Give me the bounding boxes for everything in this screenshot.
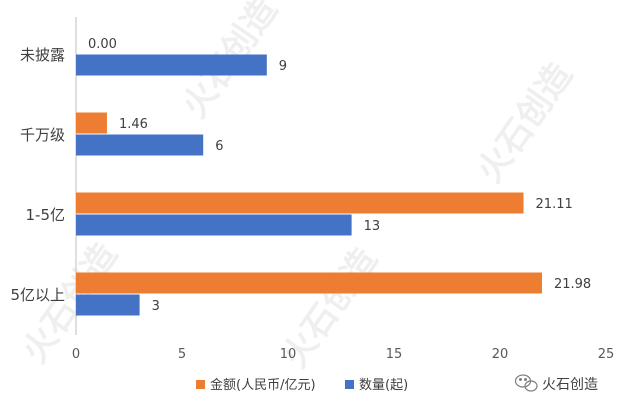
- data-label-1-3: 3: [152, 299, 160, 314]
- legend: 金额(人民币/亿元) 数量(起): [196, 377, 408, 393]
- x-tick-label-3: 15: [386, 347, 403, 362]
- data-label-0-0: 0.00: [88, 37, 117, 52]
- category-label-0: 未披露: [20, 46, 65, 64]
- data-label-1-0: 9: [279, 59, 287, 74]
- brand-name: 火石创造: [542, 377, 598, 393]
- bar-1-3: [76, 294, 140, 316]
- bar-0-2: [76, 192, 524, 214]
- x-tick-labels-layer: 0 5 10 15 20 25: [72, 347, 614, 362]
- data-label-0-1: 1.46: [119, 117, 148, 132]
- category-label-1: 千万级: [20, 126, 65, 144]
- bar-1-1: [76, 134, 204, 156]
- x-tick-label-5: 25: [598, 347, 615, 362]
- x-tick-label-4: 20: [492, 347, 509, 362]
- category-label-2: 1-5亿: [26, 206, 66, 224]
- legend-swatch-0: [196, 380, 205, 389]
- bars-layer: [76, 54, 542, 316]
- data-label-0-2: 21.11: [536, 197, 573, 212]
- bar-0-3: [76, 272, 542, 294]
- data-labels-layer: 0.00 9 1.46 6 21.11 13 21.98 3: [88, 37, 591, 314]
- category-label-3: 5亿以上: [10, 286, 65, 304]
- data-label-1-2: 13: [364, 219, 381, 234]
- bar-0-1: [76, 112, 107, 134]
- bar-1-2: [76, 214, 352, 236]
- brand-badge: 火石创造: [514, 374, 598, 393]
- legend-label-1: 数量(起): [359, 378, 408, 393]
- wechat-icon: [514, 374, 538, 392]
- x-tick-label-0: 0: [72, 347, 80, 362]
- bar-1-0: [76, 54, 267, 76]
- data-label-0-3: 21.98: [554, 277, 591, 292]
- data-label-1-1: 6: [215, 139, 223, 154]
- legend-swatch-1: [345, 380, 354, 389]
- x-tick-label-1: 5: [178, 347, 186, 362]
- x-tick-label-2: 10: [280, 347, 297, 362]
- legend-label-0: 金额(人民币/亿元): [210, 377, 316, 393]
- watermark-text-2: 火石创造: [470, 56, 581, 190]
